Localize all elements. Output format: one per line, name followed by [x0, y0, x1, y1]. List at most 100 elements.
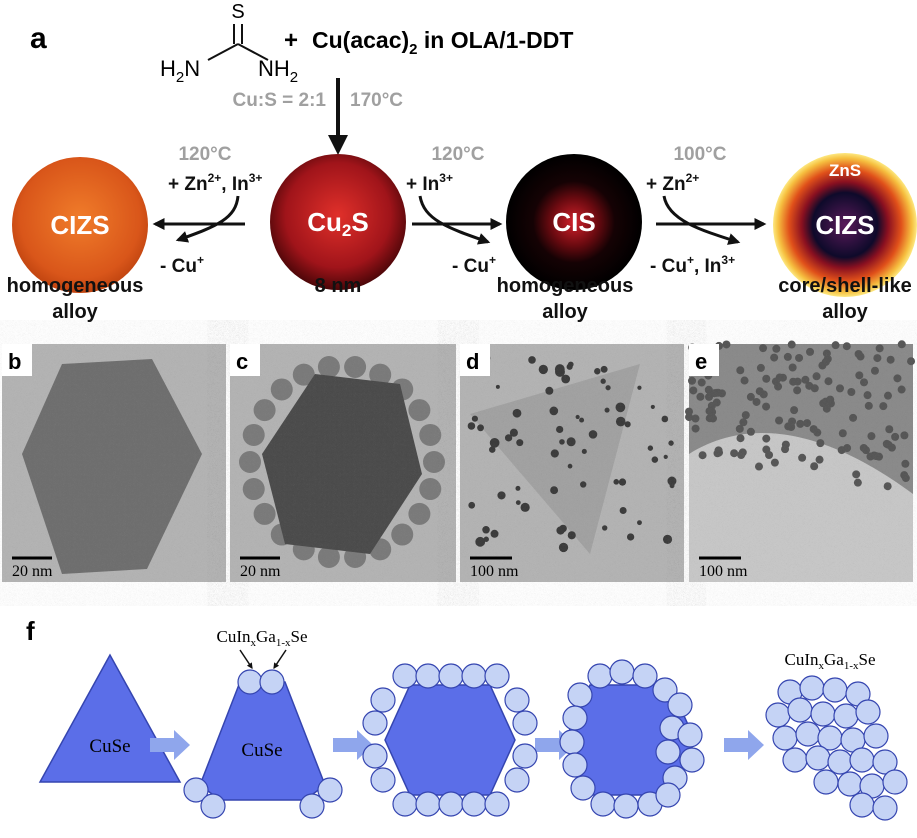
stages [150, 659, 908, 821]
particle-label: CIZS [50, 210, 109, 240]
panel-label: e [695, 349, 707, 374]
bead [370, 687, 396, 713]
bead [655, 782, 681, 808]
annotation: CuInxGa1-xSe [785, 650, 876, 672]
bead [652, 677, 678, 703]
particle-label: CIS [552, 207, 595, 237]
pointer [239, 649, 253, 669]
tem-noise [2, 344, 226, 582]
bond [237, 43, 269, 61]
bead [512, 710, 538, 736]
annotation: CuInxGa1-xSe [217, 627, 308, 649]
bead [299, 793, 325, 819]
bead [872, 749, 898, 775]
arrow [662, 195, 741, 245]
group: NH2 [258, 56, 298, 86]
description: alloy [542, 301, 588, 323]
bond [207, 43, 239, 61]
bead [782, 747, 808, 773]
tem-noise [230, 344, 456, 582]
bead [609, 659, 635, 685]
size: 8 nm [315, 275, 362, 297]
temperature: 170°C [350, 90, 403, 111]
bead [822, 677, 848, 703]
bead [562, 752, 588, 778]
bead [795, 721, 821, 747]
bead [632, 663, 658, 689]
temperature: 120°C [431, 144, 484, 165]
hexagon [384, 684, 516, 796]
particle [506, 154, 642, 290]
panel-label: c [236, 349, 248, 374]
bead [833, 703, 859, 729]
bead [362, 710, 388, 736]
scale-label: 100 nm [699, 563, 748, 580]
bead [484, 791, 510, 817]
bead [484, 663, 510, 689]
panel-label: d [466, 349, 479, 374]
bead [415, 791, 441, 817]
process-arrow [724, 730, 764, 760]
tem-images: b 20 nm c 20 nm d 100 nm e 100 nm [2, 340, 916, 582]
shell-label: ZnS [829, 161, 861, 180]
bead [587, 663, 613, 689]
bead [362, 743, 388, 769]
tem-noise [460, 344, 684, 582]
panel-label: a [30, 22, 47, 55]
bead [438, 663, 464, 689]
bead [512, 743, 538, 769]
bead [370, 767, 396, 793]
atom: S [231, 1, 244, 23]
bead [461, 791, 487, 817]
bead [317, 777, 343, 803]
particle [270, 154, 406, 290]
bead [392, 791, 418, 817]
bead [667, 692, 693, 718]
scale-label: 100 nm [470, 563, 519, 580]
label-box [230, 344, 260, 376]
added-ions: + In3+ [406, 171, 453, 195]
bead [805, 745, 831, 771]
label-box [2, 344, 32, 376]
bead [655, 739, 681, 765]
description: homogeneous [497, 275, 634, 297]
core-label: CuSe [241, 740, 282, 761]
bead [849, 792, 875, 818]
bead [872, 795, 898, 821]
description: alloy [822, 301, 868, 323]
bead [882, 769, 908, 795]
bead [183, 777, 209, 803]
description: homogeneous [7, 275, 144, 297]
bead [570, 775, 596, 801]
bead [237, 669, 263, 695]
core-label: CuSe [89, 736, 130, 757]
bead [849, 747, 875, 773]
group: H2N [160, 56, 200, 86]
bead [799, 675, 825, 701]
label-box [460, 344, 490, 376]
plus: + [284, 27, 298, 54]
particle-label: CIZS [815, 210, 874, 240]
arrow [175, 195, 240, 243]
bead [765, 702, 791, 728]
removed-ions: - Cu+ [452, 253, 496, 277]
bead [787, 697, 813, 723]
precursor: Cu(acac)2 in OLA/1-DDT [312, 27, 573, 58]
bead [810, 701, 836, 727]
bead [677, 722, 703, 748]
description: alloy [52, 301, 98, 323]
bead [415, 663, 441, 689]
bead [504, 767, 530, 793]
bead [559, 729, 585, 755]
arrow [418, 195, 491, 245]
bead [392, 663, 418, 689]
panel-label: f [26, 616, 35, 646]
bead [837, 771, 863, 797]
bead [855, 699, 881, 725]
ratio: Cu:S = 2:1 [233, 90, 327, 111]
scale-label: 20 nm [12, 563, 53, 580]
bead [200, 793, 226, 819]
removed-ions: - Cu+ [160, 253, 204, 277]
bead [613, 793, 639, 819]
